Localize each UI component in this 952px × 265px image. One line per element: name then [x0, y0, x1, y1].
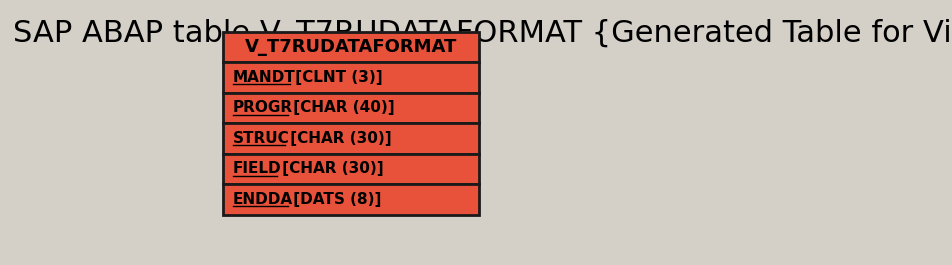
Text: PROGR: PROGR: [232, 100, 292, 116]
Bar: [223, 184, 479, 215]
Text: ENDDA: ENDDA: [232, 192, 292, 207]
Bar: [223, 32, 479, 62]
Text: V_T7RUDATAFORMAT: V_T7RUDATAFORMAT: [245, 38, 457, 56]
Bar: [223, 62, 479, 93]
Text: FIELD: FIELD: [232, 161, 281, 176]
Text: [CLNT (3)]: [CLNT (3)]: [290, 70, 383, 85]
Bar: [223, 154, 479, 184]
Text: MANDT: MANDT: [232, 70, 295, 85]
Text: [CHAR (40)]: [CHAR (40)]: [288, 100, 394, 116]
Bar: [223, 93, 479, 123]
Text: STRUC: STRUC: [232, 131, 289, 146]
Bar: [223, 123, 479, 154]
Text: [CHAR (30)]: [CHAR (30)]: [277, 161, 384, 176]
Text: [DATS (8)]: [DATS (8)]: [288, 192, 381, 207]
Text: [CHAR (30)]: [CHAR (30)]: [285, 131, 391, 146]
Text: SAP ABAP table V_T7RUDATAFORMAT {Generated Table for View}: SAP ABAP table V_T7RUDATAFORMAT {Generat…: [13, 19, 952, 48]
